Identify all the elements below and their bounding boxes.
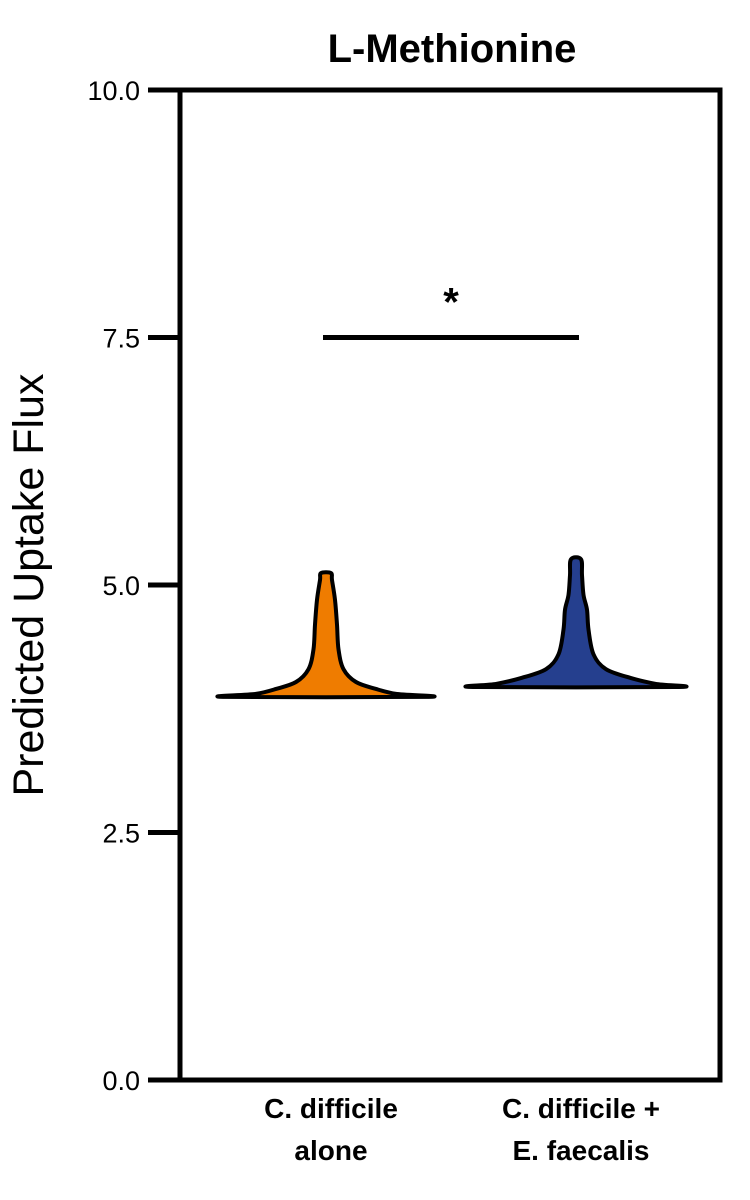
y-tick-label: 7.5 bbox=[102, 324, 140, 354]
y-tick-label: 10.0 bbox=[87, 76, 140, 106]
significance-marker: * bbox=[443, 281, 459, 325]
plot-frame bbox=[177, 87, 723, 1083]
y-axis-ticks: 0.0 2.5 5.0 7.5 10.0 bbox=[87, 76, 180, 1096]
violins bbox=[215, 555, 689, 700]
x-category-label: C. difficile + bbox=[502, 1093, 660, 1124]
y-axis-label: Predicted Uptake Flux bbox=[5, 373, 53, 797]
significance-annotation: * bbox=[323, 281, 579, 340]
y-tick-label: 5.0 bbox=[102, 571, 140, 601]
violin-2 bbox=[463, 555, 689, 690]
x-axis-labels: C. difficile alone C. difficile + E. faecal… bbox=[264, 1093, 660, 1166]
y-tick-label: 2.5 bbox=[102, 819, 140, 849]
y-tick-label: 0.0 bbox=[102, 1066, 140, 1096]
x-category-label: C. difficile bbox=[264, 1093, 398, 1124]
chart-title: L-Methionine bbox=[328, 27, 577, 71]
violin-1 bbox=[215, 570, 437, 700]
x-category-label: alone bbox=[294, 1135, 367, 1166]
x-category-label: E. faecalis bbox=[513, 1135, 650, 1166]
